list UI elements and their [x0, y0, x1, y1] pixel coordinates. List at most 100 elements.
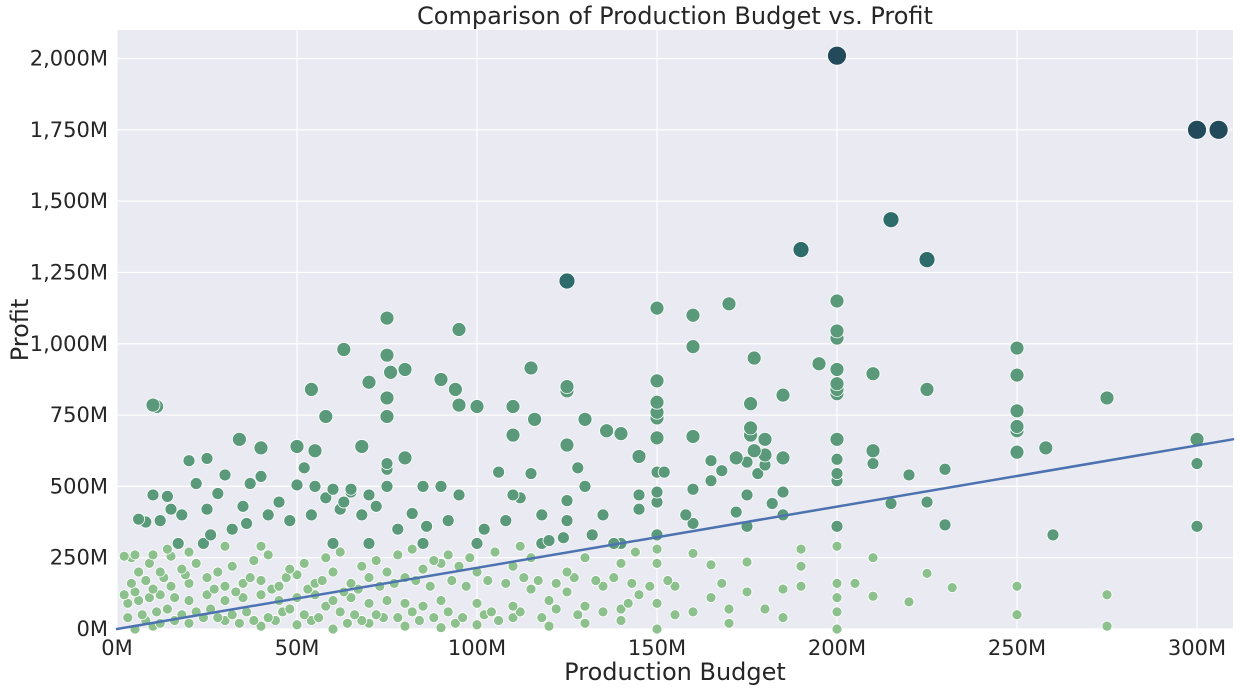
scatter-point	[176, 563, 188, 575]
scatter-point	[1046, 528, 1060, 542]
y-tick-label: 1,750M	[30, 118, 108, 142]
scatter-point	[362, 537, 376, 550]
scatter-point	[183, 617, 195, 629]
scatter-point	[452, 488, 466, 502]
scatter-point	[392, 549, 404, 561]
scatter-point	[1101, 620, 1113, 632]
scatter-point	[237, 592, 249, 604]
scatter-point	[482, 575, 494, 586]
scatter-point	[349, 609, 361, 621]
scatter-point	[1011, 580, 1023, 592]
scatter-point	[248, 555, 260, 566]
scatter-point	[729, 505, 743, 519]
scatter-point	[416, 537, 430, 550]
scatter-point	[319, 491, 333, 505]
scatter-point	[320, 600, 332, 612]
scatter-point	[417, 563, 429, 575]
scatter-point	[471, 597, 483, 609]
scatter-point	[561, 566, 573, 578]
scatter-point	[160, 489, 174, 503]
scatter-point	[543, 595, 555, 606]
y-axis-label: Profit	[6, 299, 34, 362]
scatter-point	[721, 296, 737, 312]
scatter-point	[596, 508, 610, 522]
scatter-point	[298, 609, 310, 621]
scatter-point	[361, 374, 377, 390]
scatter-point	[669, 609, 681, 621]
x-axis-ticks: 0M 50M 100M 150M 200M 250M 300M	[101, 636, 1226, 660]
scatter-point	[233, 617, 245, 629]
scatter-point	[345, 592, 357, 604]
scatter-point	[334, 546, 346, 558]
scatter-point	[829, 362, 845, 377]
scatter-point	[831, 540, 843, 552]
scatter-point	[536, 612, 548, 623]
scatter-point	[775, 450, 791, 466]
scatter-point	[524, 467, 538, 480]
scatter-point	[248, 615, 260, 626]
scatter-point	[505, 399, 521, 414]
scatter-point	[765, 497, 779, 510]
scatter-point	[777, 583, 789, 595]
scatter-point	[715, 464, 729, 478]
scatter-point	[728, 450, 744, 466]
scatter-point	[318, 409, 334, 424]
scatter-point	[196, 537, 210, 550]
scatter-point	[568, 572, 580, 584]
scatter-point	[460, 580, 472, 592]
scatter-point	[201, 589, 213, 601]
scatter-point	[631, 449, 647, 464]
scatter-point	[532, 575, 544, 586]
scatter-point	[145, 397, 161, 413]
x-tick-label: 150M	[628, 636, 686, 660]
scatter-point	[679, 508, 693, 522]
scatter-point	[392, 612, 404, 623]
scatter-point	[161, 603, 173, 615]
scatter-point	[685, 429, 701, 444]
scatter-point	[464, 552, 476, 564]
scatter-point	[633, 589, 645, 601]
scatter-point	[442, 549, 454, 561]
scatter-point	[370, 609, 382, 621]
scatter-point	[183, 595, 195, 606]
scatter-point	[326, 482, 340, 496]
scatter-point	[133, 566, 145, 578]
scatter-point	[381, 566, 393, 578]
y-axis-ticks: 0M 250M 500M 750M 1,000M 1,250M 1,500M 1,750M 2,…	[30, 47, 108, 641]
scatter-point	[272, 495, 286, 509]
scatter-point	[831, 606, 843, 618]
scatter-point	[585, 528, 599, 542]
data-points	[118, 45, 1229, 635]
scatter-point	[743, 396, 758, 412]
scatter-point	[920, 495, 934, 509]
scatter-point	[751, 467, 765, 480]
scatter-point	[397, 450, 413, 466]
scatter-point	[290, 478, 304, 492]
scatter-point	[212, 566, 224, 578]
scatter-point	[1101, 589, 1113, 601]
scatter-point	[240, 517, 254, 530]
scatter-point	[865, 366, 881, 382]
scatter-point	[507, 600, 519, 612]
scatter-point	[320, 552, 332, 564]
scatter-point	[651, 597, 663, 609]
scatter-point	[441, 514, 455, 528]
scatter-point	[829, 431, 845, 447]
scatter-point	[506, 488, 520, 502]
scatter-point	[424, 580, 436, 592]
scatter-point	[1009, 340, 1025, 356]
scatter-point	[399, 620, 411, 632]
scatter-point	[685, 339, 701, 355]
scatter-point	[406, 543, 418, 555]
scatter-point	[379, 347, 395, 363]
scatter-point	[164, 502, 178, 516]
scatter-point	[211, 487, 225, 500]
scatter-point	[362, 488, 376, 502]
scatter-point	[746, 350, 762, 366]
scatter-point	[370, 555, 382, 566]
scatter-point	[723, 603, 735, 615]
scatter-point	[597, 580, 609, 592]
scatter-point	[500, 577, 512, 589]
scatter-point	[775, 387, 791, 403]
scatter-point	[558, 272, 576, 290]
